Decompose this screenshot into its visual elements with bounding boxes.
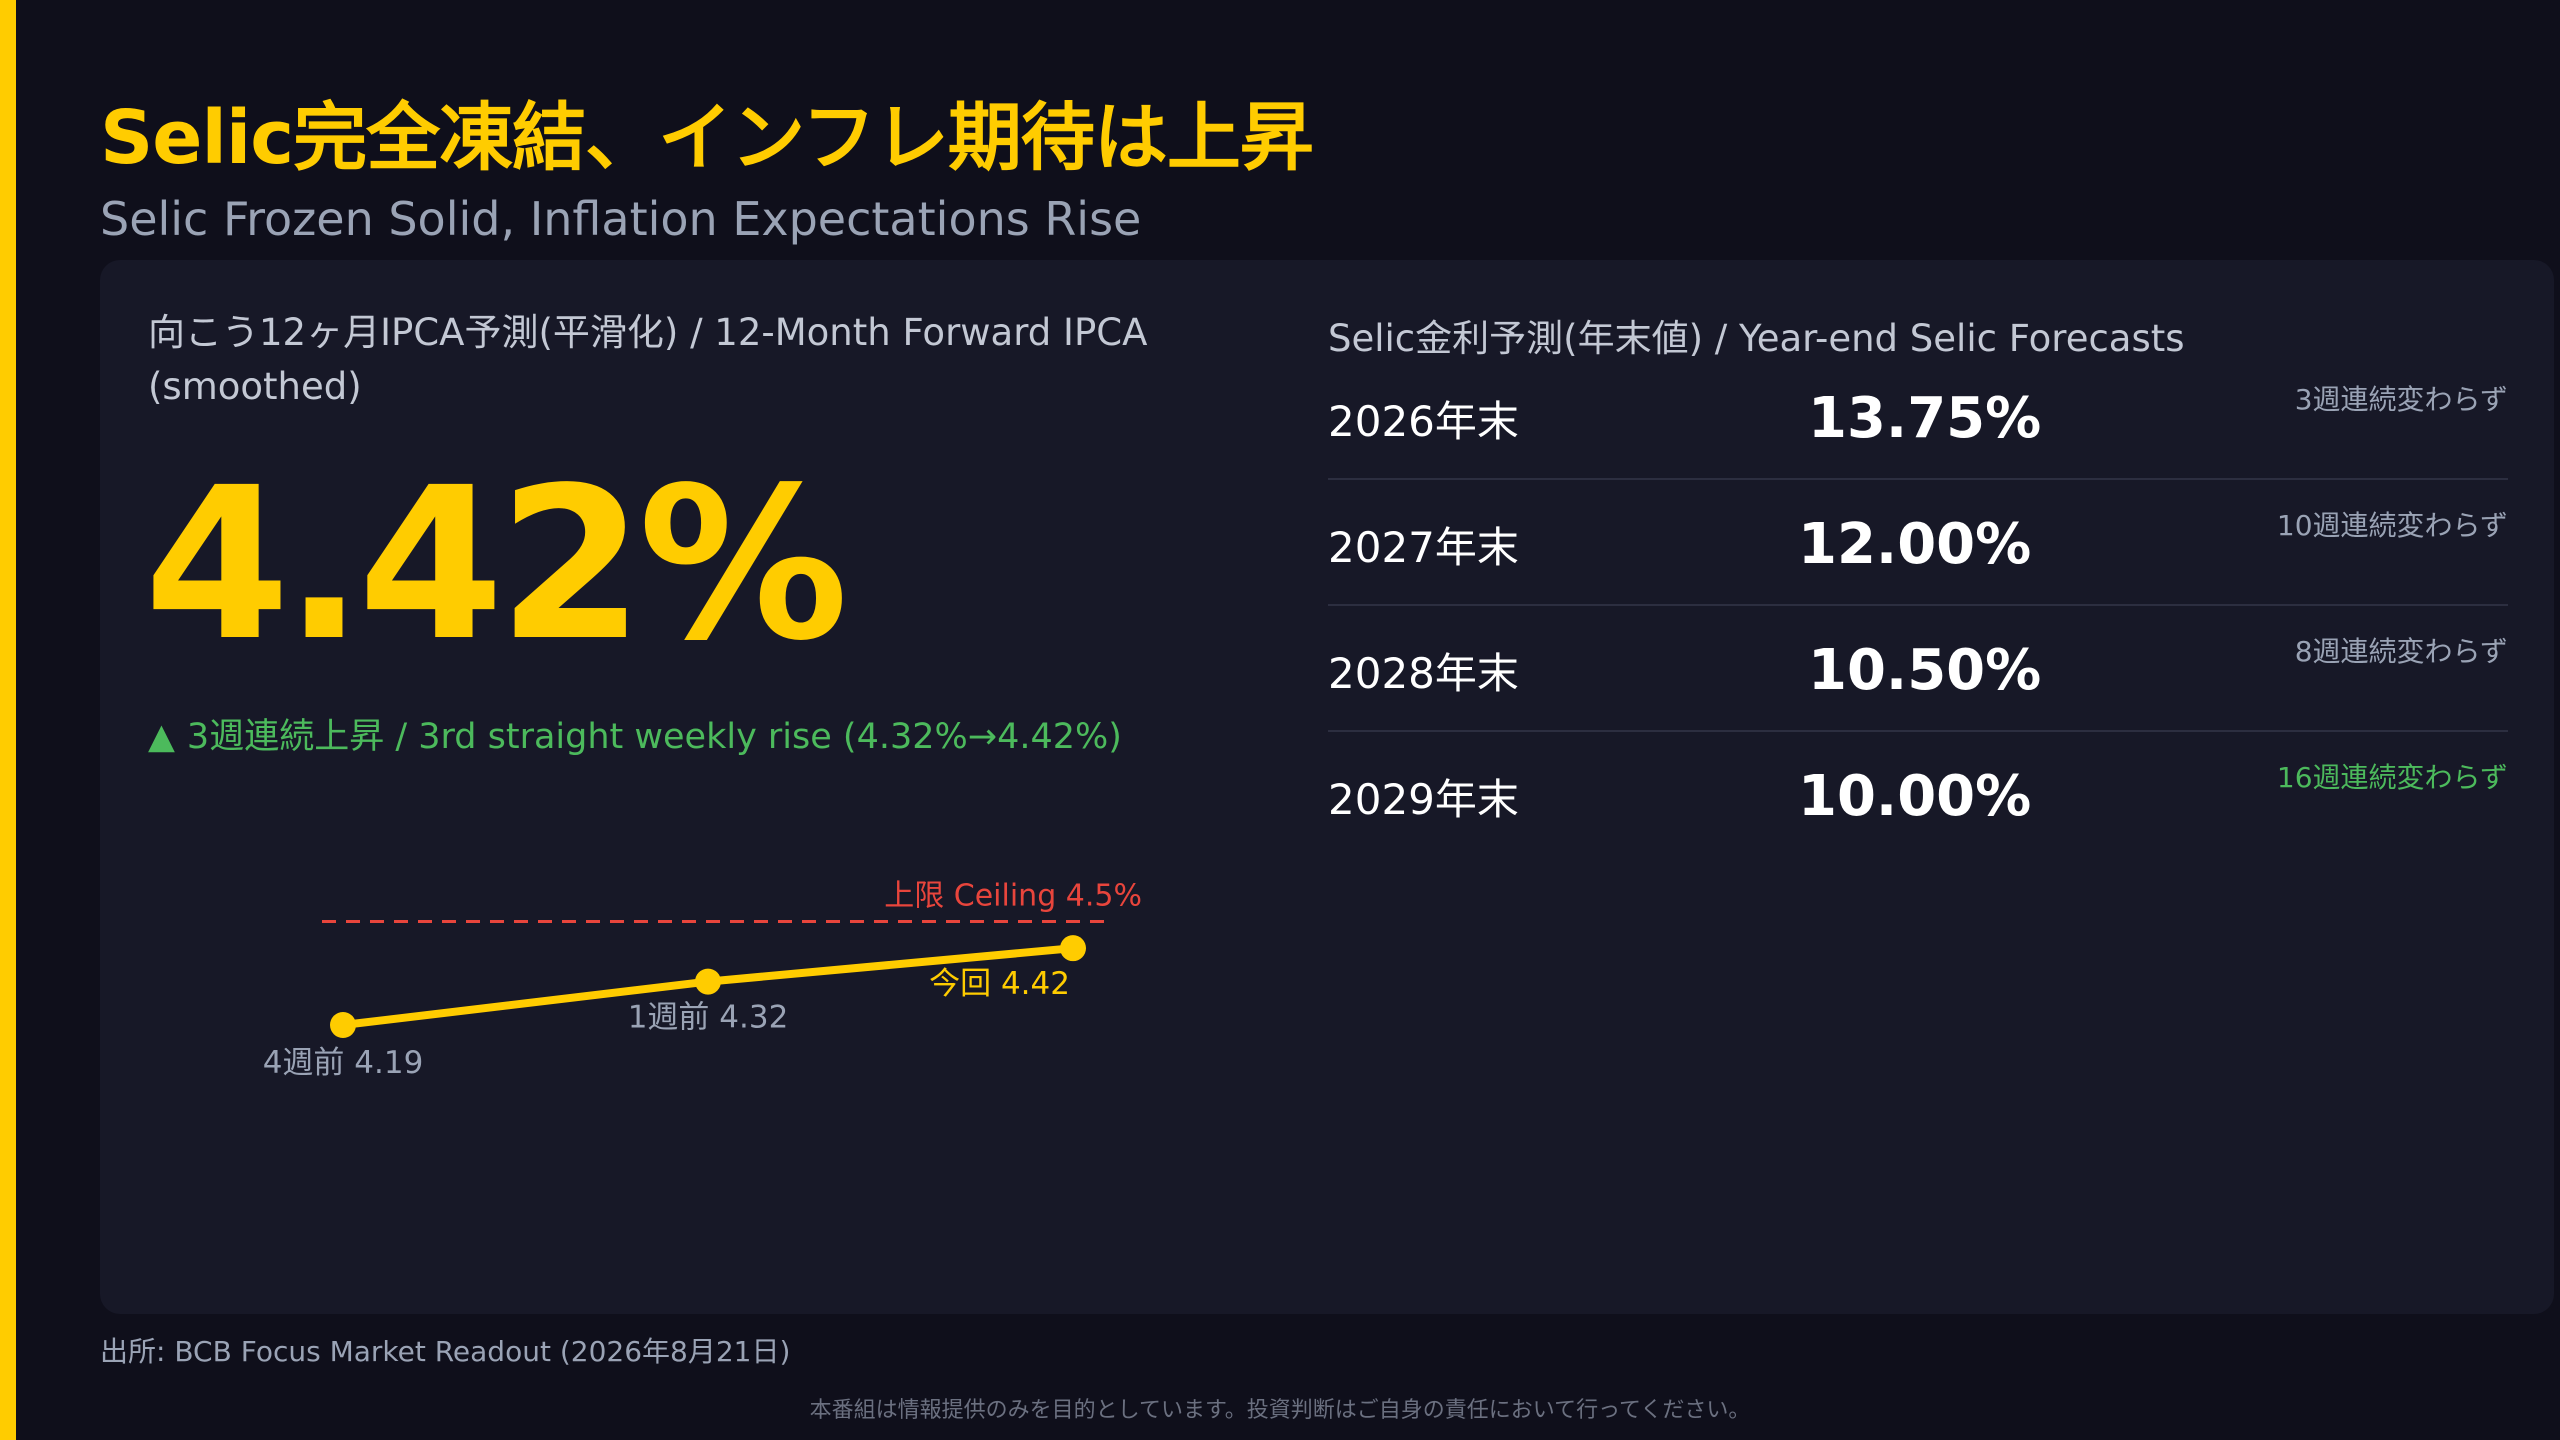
selic-year: 2027年末 <box>1328 523 1519 572</box>
selic-title: Selic金利予測(年末値) / Year-end Selic Forecast… <box>1328 317 2185 360</box>
label-current: 今回 4.42 <box>929 966 1070 1002</box>
selic-rate: 10.00% <box>1798 764 2032 829</box>
selic-row-2027: 2027年末 12.00% 10週連続変わらず <box>1328 480 2508 606</box>
row-divider <box>1328 604 2508 606</box>
ipca-label: 向こう12ヶ月IPCA予測(平滑化) / 12-Month Forward IP… <box>148 311 1148 408</box>
ipca-trend-text: 3週連続上昇 / 3rd straight weekly rise (4.32%… <box>186 717 1122 757</box>
selic-note: 8週連続変わらず <box>2294 635 2508 668</box>
selic-note: 10週連続変わらず <box>2276 509 2508 542</box>
point-1-week-ago <box>695 968 721 995</box>
label-1-week-ago: 1週前 4.32 <box>628 1000 789 1036</box>
main-panel: 向こう12ヶ月IPCA予測(平滑化) / 12-Month Forward IP… <box>100 260 2554 1314</box>
ceiling-label: 上限 Ceiling 4.5% <box>884 878 1142 913</box>
selic-note: 16週連続変わらず <box>2276 761 2508 794</box>
point-4-weeks-ago <box>330 1012 356 1038</box>
selic-note: 3週連続変わらず <box>2294 383 2508 416</box>
selic-row-2026: 2026年末 13.75% 3週連続変わらず <box>1328 354 2508 480</box>
selic-rate: 10.50% <box>1808 638 2042 703</box>
selic-year: 2028年末 <box>1328 649 1519 698</box>
source-note: 出所: BCB Focus Market Readout (2026年8月21日… <box>100 1335 791 1368</box>
ipca-trend: ▲ 3週連続上昇 / 3rd straight weekly rise (4.32… <box>148 708 1122 759</box>
selic-row-2029: 2029年末 10.00% 16週連続変わらず <box>1328 732 2508 858</box>
selic-row-2028: 2028年末 10.50% 8週連続変わらず <box>1328 606 2508 732</box>
page-title: Selic完全凍結、インフレ期待は上昇 <box>100 95 1314 181</box>
accent-bar <box>0 0 16 1440</box>
page-subtitle: Selic Frozen Solid, Inflation Expectatio… <box>100 192 1142 246</box>
point-current <box>1060 935 1086 962</box>
selic-year: 2029年末 <box>1328 775 1519 824</box>
row-divider <box>1328 478 2508 480</box>
disclaimer: 本番組は情報提供のみを目的としています。投資判断はご自身の責任において行ってくだ… <box>809 1398 1751 1423</box>
trend-up-icon: ▲ <box>148 717 175 757</box>
selic-year: 2026年末 <box>1328 397 1519 446</box>
row-divider <box>1328 730 2508 732</box>
ipca-trend-chart: 上限 Ceiling 4.5% 4週前 4.19 1週前 4.32 今回 4.4… <box>263 878 1142 1081</box>
ipca-value: 4.42% <box>144 442 849 687</box>
label-4-weeks-ago: 4週前 4.19 <box>263 1045 424 1081</box>
selic-rate: 13.75% <box>1808 386 2042 451</box>
selic-rate: 12.00% <box>1798 512 2032 577</box>
